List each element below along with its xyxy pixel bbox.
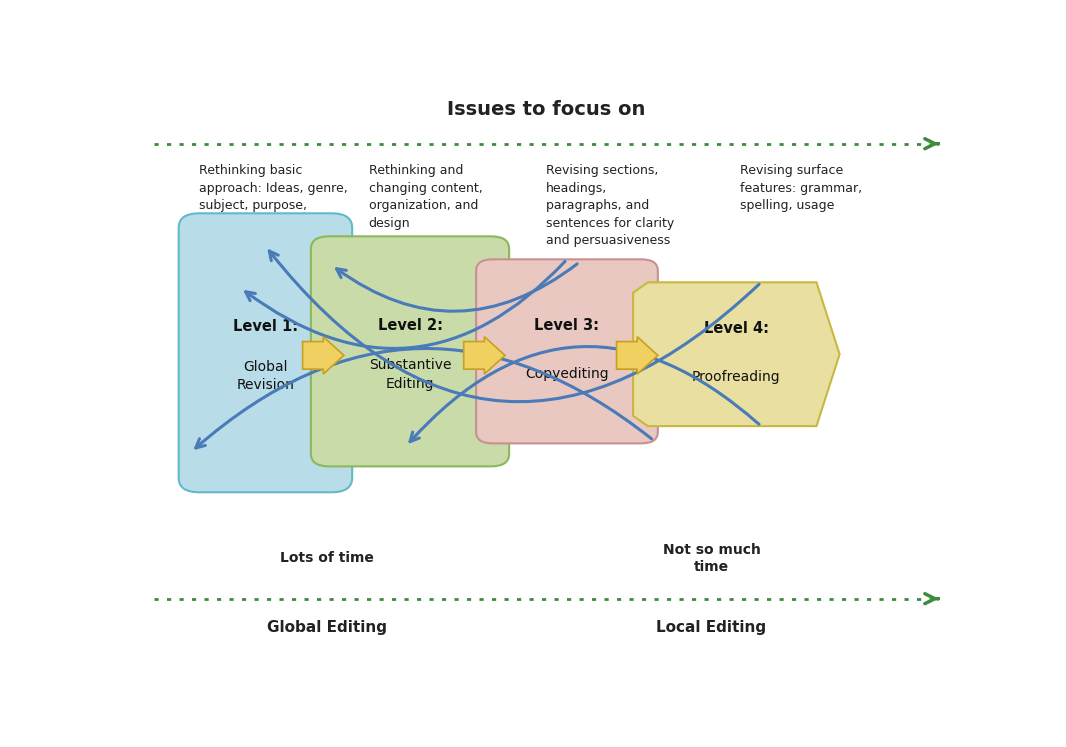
FancyBboxPatch shape [311,236,510,466]
Text: Level 1:: Level 1: [232,320,298,335]
FancyArrow shape [303,337,344,374]
Text: Lots of time: Lots of time [280,551,374,565]
Text: Local Editing: Local Editing [657,620,766,635]
FancyArrow shape [464,337,505,374]
Polygon shape [633,282,840,426]
Text: Not so much
time: Not so much time [663,543,760,574]
FancyBboxPatch shape [179,214,352,492]
FancyArrow shape [616,337,658,374]
Text: Level 4:: Level 4: [704,321,769,336]
Text: Revising sections,
headings,
paragraphs, and
sentences for clarity
and persuasiv: Revising sections, headings, paragraphs,… [547,164,675,247]
Text: Level 3:: Level 3: [534,318,599,333]
Text: Copyediting: Copyediting [526,368,609,382]
Text: Proofreading: Proofreading [692,371,780,384]
Text: Global Editing: Global Editing [268,620,387,635]
Text: Level 2:: Level 2: [377,318,442,333]
FancyBboxPatch shape [477,259,658,444]
Text: Issues to focus on: Issues to focus on [447,100,646,120]
Text: Revising surface
features: grammar,
spelling, usage: Revising surface features: grammar, spel… [741,164,862,212]
Text: Rethinking basic
approach: Ideas, genre,
subject, purpose,
readers, angle: Rethinking basic approach: Ideas, genre,… [199,164,349,230]
Text: Substantive
Editing: Substantive Editing [369,358,451,391]
Text: Rethinking and
changing content,
organization, and
design: Rethinking and changing content, organiz… [369,164,483,230]
Text: Global
Revision: Global Revision [237,359,294,392]
